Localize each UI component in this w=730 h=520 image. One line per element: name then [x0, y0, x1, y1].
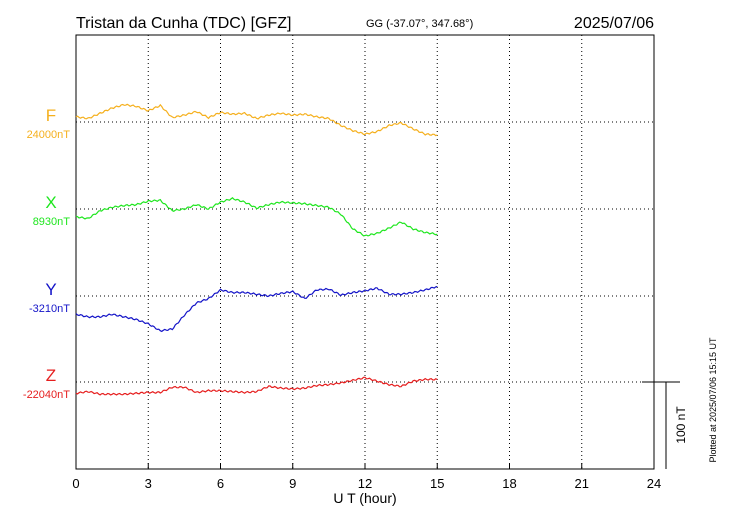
series-name-Z: Z — [46, 366, 56, 385]
scale-bar: 100 nT — [642, 381, 688, 469]
series-baseline-X: 8930nT — [33, 216, 71, 228]
x-axis-title: U T (hour) — [333, 490, 396, 506]
series-name-Y: Y — [45, 280, 56, 299]
plot-date: 2025/07/06 — [574, 15, 654, 32]
series-baseline-Y: -3210nT — [29, 303, 70, 315]
x-axis: 0 3 6 9 12 15 18 21 24 — [72, 463, 661, 491]
series-baseline-F: 24000nT — [27, 129, 71, 141]
series-baseline-Z: -22040nT — [23, 389, 70, 401]
series-name-X: X — [45, 193, 56, 212]
station-coords: GG (-37.07°, 347.68°) — [366, 18, 473, 30]
series-line-Y — [75, 285, 438, 333]
series-line-Z — [75, 376, 438, 396]
x-tick-label: 24 — [647, 476, 661, 491]
scale-bar-label: 100 nT — [674, 406, 688, 444]
series-line-X — [75, 197, 438, 237]
x-tick-label: 3 — [145, 476, 152, 491]
x-tick-label: 12 — [358, 476, 372, 491]
x-tick-label: 21 — [575, 476, 589, 491]
plotted-at-note: Plotted at 2025/07/06 15:15 UT — [708, 337, 718, 463]
series-name-F: F — [46, 106, 56, 125]
series-line-F — [75, 103, 438, 137]
x-tick-label: 15 — [430, 476, 444, 491]
x-tick-label: 0 — [72, 476, 79, 491]
series-labels: F 24000nT X 8930nT Y -3210nT Z -22040nT — [23, 106, 70, 401]
grid-layer — [76, 35, 654, 469]
x-tick-label: 18 — [502, 476, 516, 491]
x-tick-label: 6 — [217, 476, 224, 491]
station-title: Tristan da Cunha (TDC) [GFZ] — [76, 15, 291, 32]
series-layer — [75, 103, 438, 396]
x-tick-label: 9 — [289, 476, 296, 491]
